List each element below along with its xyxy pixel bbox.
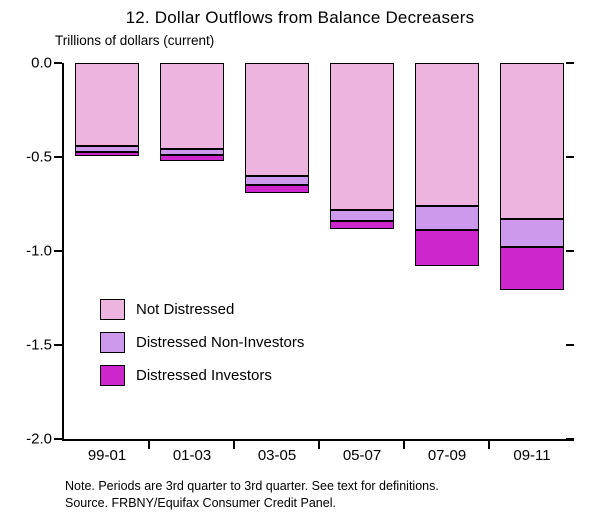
legend-label: Distressed Investors xyxy=(136,367,272,384)
bar-segment-not-distressed xyxy=(75,63,139,146)
bar-segment-not-distressed xyxy=(500,63,564,219)
y-axis-tick-label: -1.5 xyxy=(26,336,52,354)
legend-entry: Not Distressed xyxy=(100,299,304,320)
bar-segment-distressed-non-investors xyxy=(330,210,394,221)
bar-05-07 xyxy=(330,63,394,229)
x-axis-tick-label: 01-03 xyxy=(172,447,212,464)
x-axis-tick-label: 09-11 xyxy=(513,447,551,464)
y-axis-tick-label: -0.5 xyxy=(26,148,52,166)
bar-segment-not-distressed xyxy=(415,63,479,206)
y-axis-tick-right xyxy=(566,156,574,158)
bar-segment-distressed-non-investors xyxy=(75,146,139,152)
x-axis-tick-label: 99-01 xyxy=(87,447,127,464)
legend-swatch-icon xyxy=(100,365,125,386)
y-axis-tick-right xyxy=(566,250,574,252)
bar-segment-distressed-non-investors xyxy=(415,206,479,230)
y-axis-tick-right xyxy=(566,62,574,64)
bar-segment-distressed-investors xyxy=(160,155,224,161)
legend: Not Distressed Distressed Non-Investors Di… xyxy=(100,299,304,398)
x-axis-tick xyxy=(233,441,235,449)
footnotes: Note. Periods are 3rd quarter to 3rd qua… xyxy=(65,478,439,512)
source-line: Source. FRBNY/Equifax Consumer Credit Pa… xyxy=(65,495,336,510)
legend-label: Distressed Non-Investors xyxy=(136,334,305,351)
bar-09-11 xyxy=(500,63,564,290)
bar-segment-distressed-non-investors xyxy=(160,149,224,155)
y-axis-tick-label: 0.0 xyxy=(31,54,52,72)
bar-segment-distressed-investors xyxy=(330,221,394,229)
x-axis-tick xyxy=(403,441,405,449)
bar-segment-distressed-non-investors xyxy=(500,219,564,247)
legend-entry: Distressed Investors xyxy=(100,365,304,386)
y-axis-tick xyxy=(54,250,62,252)
bar-07-09 xyxy=(415,63,479,266)
y-axis-tick xyxy=(54,438,62,440)
x-axis-tick-label: 07-09 xyxy=(427,447,467,464)
y-axis-tick-right xyxy=(566,344,574,346)
x-axis-tick xyxy=(148,441,150,449)
bar-99-01 xyxy=(75,63,139,156)
legend-entry: Distressed Non-Investors xyxy=(100,332,304,353)
y-axis-units-label: Trillions of dollars (current) xyxy=(55,33,215,48)
note-line: Note. Periods are 3rd quarter to 3rd qua… xyxy=(65,479,439,493)
y-axis-tick xyxy=(54,62,62,64)
y-axis-tick-label: -2.0 xyxy=(26,430,52,448)
bar-segment-distressed-investors xyxy=(500,247,564,290)
bar-segment-distressed-investors xyxy=(415,230,479,266)
legend-swatch-icon xyxy=(100,299,125,320)
legend-label: Not Distressed xyxy=(136,301,235,318)
x-axis-tick-label: 05-07 xyxy=(342,447,382,464)
x-axis-tick-label: 03-05 xyxy=(257,447,297,464)
plot-area: Not Distressed Distressed Non-Investors Di… xyxy=(26,55,574,464)
bar-segment-not-distressed xyxy=(245,63,309,176)
y-axis-tick xyxy=(54,156,62,158)
y-axis-tick-label: -1.0 xyxy=(26,242,52,260)
y-axis-tick xyxy=(54,344,62,346)
bar-segment-distressed-non-investors xyxy=(245,176,309,185)
bar-segment-distressed-investors xyxy=(245,185,309,193)
bar-segment-not-distressed xyxy=(160,63,224,149)
chart-title: 12. Dollar Outflows from Balance Decreas… xyxy=(125,8,475,27)
x-axis-tick xyxy=(488,441,490,449)
bar-segment-not-distressed xyxy=(330,63,394,210)
bar-03-05 xyxy=(245,63,309,193)
x-axis-tick xyxy=(318,441,320,449)
bar-segment-distressed-investors xyxy=(75,152,139,156)
bar-01-03 xyxy=(160,63,224,161)
y-axis-tick-right xyxy=(566,438,574,440)
legend-swatch-icon xyxy=(100,332,125,353)
